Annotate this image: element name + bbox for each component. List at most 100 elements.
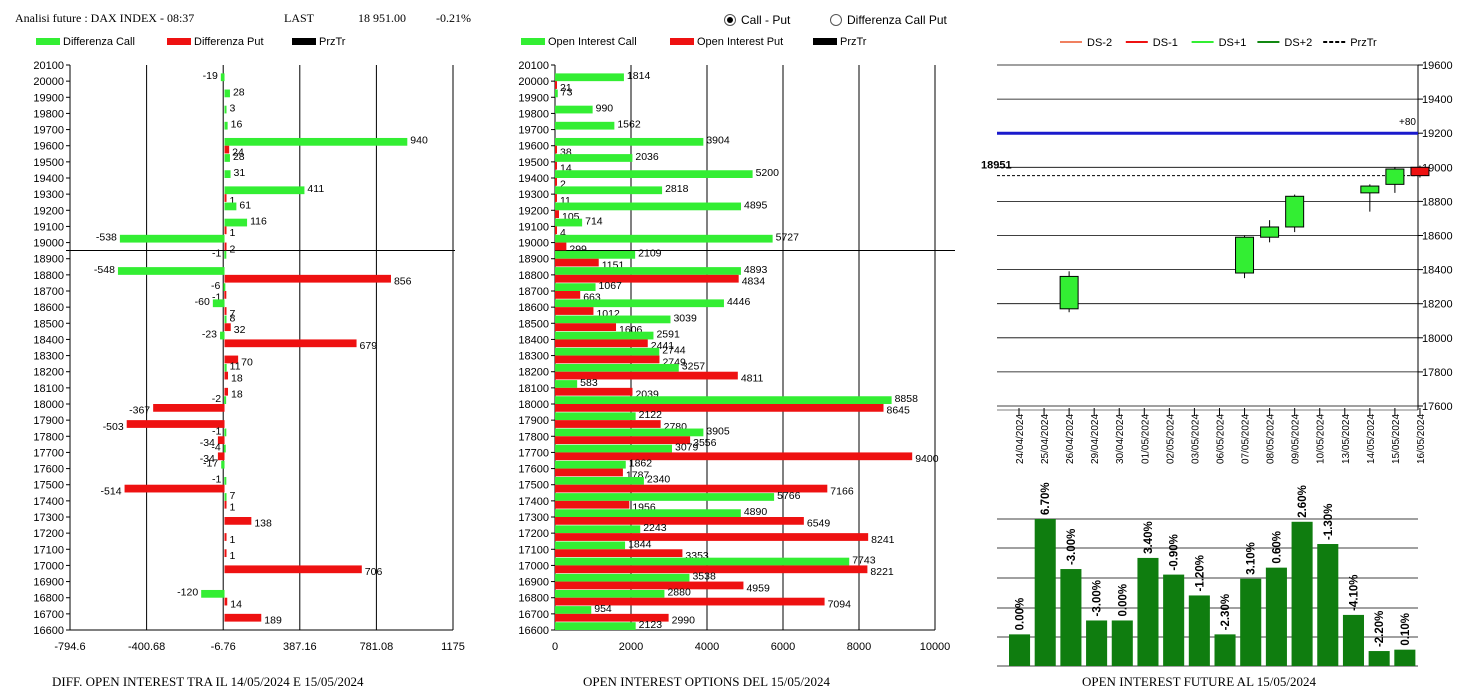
footer-middle: OPEN INTEREST OPTIONS DEL 15/05/2024 — [583, 674, 830, 689]
fut-oi-bar-label: 0.00% — [1117, 584, 1129, 617]
diff-call-bar — [224, 396, 227, 404]
diff-xtick-label: 781.08 — [360, 641, 394, 653]
diff-call-label: 11 — [230, 361, 241, 373]
oi-call-bar — [555, 315, 671, 324]
fut-candle-body — [1059, 275, 1079, 310]
fut-candle-body — [1260, 226, 1280, 238]
oi-put-bar — [555, 517, 804, 525]
oi-put-label: 8645 — [887, 405, 911, 417]
oi-call-bar — [555, 557, 850, 566]
oi-call-label: 2880 — [667, 587, 691, 599]
oi-ytick-label: 18100 — [518, 383, 549, 395]
diff-put-bar — [224, 597, 228, 606]
diff-call-label: 16 — [231, 119, 243, 131]
oi-call-bar — [555, 396, 892, 404]
diff-call-label: 940 — [410, 135, 428, 147]
oi-put-bar — [555, 387, 633, 396]
oi-call-bar — [555, 444, 673, 453]
diff-ytick-label: 18700 — [33, 286, 64, 298]
diff-put-bar — [224, 291, 227, 299]
oi-ytick-label: 17200 — [518, 528, 549, 540]
oi-ytick-label: 19500 — [518, 157, 549, 169]
diff-put-bar — [224, 549, 227, 558]
footer-right: OPEN INTEREST FUTURE AL 15/05/2024 — [1082, 674, 1317, 689]
oi-call-bar — [555, 476, 644, 485]
fut-oi-bar-label: 6.70% — [1040, 482, 1052, 515]
oi-ytick-label: 17300 — [518, 512, 549, 524]
fut-oi-bar — [1317, 544, 1339, 666]
oi-call-label: 3039 — [673, 312, 697, 324]
oi-xtick-label: 0 — [552, 641, 558, 653]
diff-call-label: 28 — [233, 86, 245, 98]
diff-legend-label: Differenza Call — [63, 36, 135, 48]
oi-put-label: 4834 — [742, 276, 766, 288]
diff-ytick-label: 17700 — [33, 447, 64, 459]
diff-put-bar — [124, 484, 225, 493]
diff-call-bar — [224, 476, 227, 485]
radio-differenza[interactable]: Differenza Call Put — [830, 13, 947, 27]
oi-call-bar — [555, 267, 741, 275]
oi-ytick-label: 18800 — [518, 270, 549, 282]
diff-put-bar — [224, 145, 230, 154]
oi-put-label: 38 — [560, 146, 572, 158]
fut-oi-bar — [1240, 578, 1262, 666]
oi-call-bar — [555, 347, 660, 356]
oi-put-label: 4959 — [746, 582, 770, 594]
diff-ytick-label: 19900 — [33, 92, 64, 104]
diff-call-label: -17 — [203, 458, 218, 470]
diff-put-label: 189 — [264, 615, 282, 627]
fut-oi-bar — [1368, 651, 1390, 666]
oi-xtick-label: 2000 — [619, 641, 643, 653]
fut-ytick-label: 18200 — [1422, 299, 1453, 311]
radio-call-put[interactable]: Call - Put — [724, 13, 790, 27]
oi-call-label: 2123 — [639, 619, 663, 631]
diff-call-label: -2 — [212, 393, 221, 405]
diff-call-bar — [224, 202, 237, 211]
diff-put-label: 138 — [254, 518, 272, 530]
fut-oi-bar-label: 0.00% — [1015, 598, 1027, 631]
diff-ytick-label: 17400 — [33, 496, 64, 508]
oi-put-bar — [555, 145, 557, 154]
oi-call-bar — [555, 589, 665, 598]
fut-legend-label: DS-1 — [1153, 37, 1178, 49]
fut-oi-bar — [1291, 521, 1313, 666]
diff-legend-swatch — [36, 38, 60, 45]
fut-candle-body — [1410, 166, 1430, 177]
diff-call-label: -1 — [212, 425, 221, 437]
fut-oi-bar-label: 0.10% — [1400, 613, 1412, 646]
fut-oi-bar — [1265, 567, 1287, 666]
diff-call-bar — [224, 315, 227, 324]
oi-put-bar — [555, 581, 744, 590]
oi-put-bar — [555, 274, 739, 283]
diff-ytick-label: 16800 — [33, 593, 64, 605]
oi-put-label: 11 — [560, 195, 571, 207]
diff-legend-label: Differenza Put — [194, 36, 264, 48]
diff-call-label: -60 — [195, 296, 210, 308]
oi-call-label: 5200 — [756, 167, 780, 179]
diff-ytick-label: 18100 — [33, 383, 64, 395]
oi-call-label: 990 — [596, 102, 614, 114]
oi-ytick-label: 16900 — [518, 577, 549, 589]
fut-candle-body — [1360, 185, 1380, 194]
oi-ytick-label: 19700 — [518, 125, 549, 137]
oi-call-label: 3538 — [692, 571, 716, 583]
fut-oi-bar-label: -0.90% — [1169, 534, 1181, 570]
fut-ytick-label: 19000 — [1422, 162, 1453, 174]
fut-ytick-label: 19200 — [1422, 128, 1453, 140]
oi-put-bar — [555, 371, 738, 380]
diff-put-bar — [224, 242, 227, 251]
oi-ytick-label: 18300 — [518, 351, 549, 363]
diff-ytick-label: 18200 — [33, 367, 64, 379]
oi-ytick-label: 18700 — [518, 286, 549, 298]
diff-put-label: 18 — [231, 372, 243, 384]
oi-call-bar — [555, 460, 626, 469]
fut-oi-bar — [1111, 620, 1133, 666]
diff-put-bar — [126, 420, 225, 428]
fut-candle-body — [1385, 168, 1405, 185]
fut-ytick-label: 19600 — [1422, 60, 1453, 72]
oi-ytick-label: 16600 — [518, 625, 549, 637]
fut-ytick-label: 17600 — [1422, 401, 1453, 413]
oi-ytick-label: 17900 — [518, 415, 549, 427]
diff-ytick-label: 19800 — [33, 108, 64, 120]
fut-xtick-label: 29/04/2024 — [1090, 414, 1101, 464]
